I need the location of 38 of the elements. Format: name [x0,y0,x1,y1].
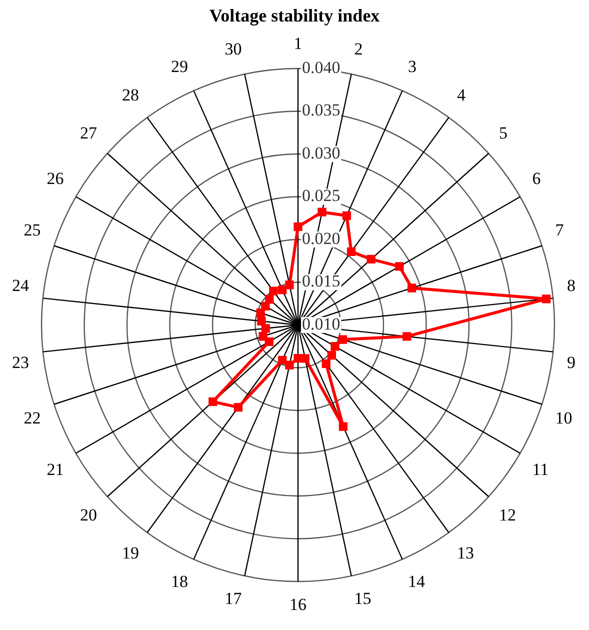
spoke-label: 1 [294,34,302,53]
spoke-label: 13 [456,543,474,562]
spoke-label: 7 [555,220,564,240]
spoke-label: 9 [567,352,576,372]
spoke-label: 24 [12,276,30,295]
spoke-label: 8 [567,276,576,295]
spoke-label: 27 [80,123,98,142]
y-tick-label: 0.010 [302,314,340,334]
spoke-label: 22 [24,408,41,428]
spoke-label: 28 [122,85,140,104]
spoke-label: 20 [80,506,97,525]
spoke-label: 29 [170,57,188,76]
spoke-label: 30 [224,40,242,59]
spoke-label: 4 [456,85,466,104]
spoke-label: 23 [12,352,29,372]
spoke-label: 19 [122,543,140,562]
y-tick-label: 0.035 [302,100,340,120]
spoke-label: 3 [408,57,417,76]
spoke-label: 25 [24,220,41,240]
y-tick-label: 0.020 [302,228,340,248]
spoke-label: 2 [354,40,363,59]
spoke-label: 12 [499,506,516,525]
spoke-label: 5 [499,123,508,142]
spoke-label: 26 [46,169,64,188]
spoke-label: 18 [170,572,188,591]
y-tick-label: 0.015 [302,272,340,291]
chart-title: Voltage stability index [209,5,380,26]
y-tick-label: 0.030 [302,143,340,162]
spoke-label: 11 [532,460,549,479]
spoke-label: 16 [290,595,306,614]
spoke-label: 14 [408,572,426,591]
spoke-label: 15 [354,589,372,608]
spoke-label: 21 [46,460,64,479]
spoke-label: 17 [224,589,242,608]
y-tick-label: 0.040 [302,58,340,77]
y-tick-label: 0.025 [302,186,340,206]
spoke-label: 6 [532,169,541,188]
spoke-label: 10 [555,408,572,428]
